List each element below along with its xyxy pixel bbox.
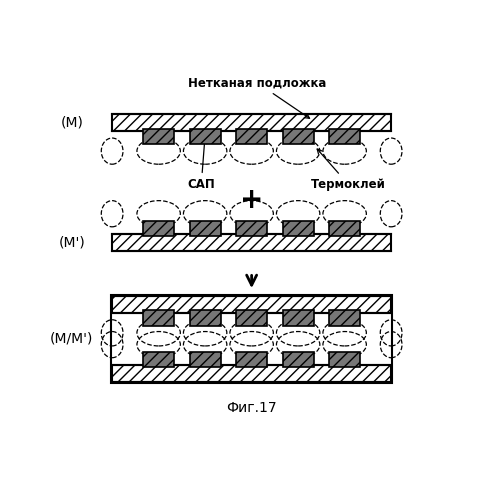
Bar (112, 296, 391, 312)
Bar (190, 128, 220, 144)
Text: Фиг.17: Фиг.17 (226, 401, 277, 415)
Bar (190, 352, 220, 367)
Bar (283, 221, 314, 236)
Bar (190, 221, 220, 236)
Bar (329, 221, 360, 236)
Bar (283, 310, 314, 326)
Bar (236, 128, 267, 144)
Text: +: + (240, 186, 263, 214)
Bar (143, 221, 174, 236)
Bar (112, 114, 391, 131)
Bar (143, 310, 174, 326)
Bar (236, 310, 267, 326)
Bar (143, 352, 174, 367)
Bar (236, 221, 267, 236)
Bar (190, 310, 220, 326)
Text: (М): (М) (60, 116, 83, 130)
Bar (111, 295, 392, 382)
Text: САП: САП (188, 139, 215, 191)
Bar (143, 128, 174, 144)
Bar (112, 234, 391, 251)
Text: (М'): (М') (58, 236, 85, 250)
Bar (236, 352, 267, 367)
Bar (112, 365, 391, 382)
Bar (329, 128, 360, 144)
Text: Нетканая подложка: Нетканая подложка (188, 76, 327, 118)
Text: (М/М'): (М/М') (50, 332, 93, 345)
Bar (329, 310, 360, 326)
Bar (283, 352, 314, 367)
Bar (329, 352, 360, 367)
Bar (283, 128, 314, 144)
Text: Термоклей: Термоклей (311, 149, 386, 191)
